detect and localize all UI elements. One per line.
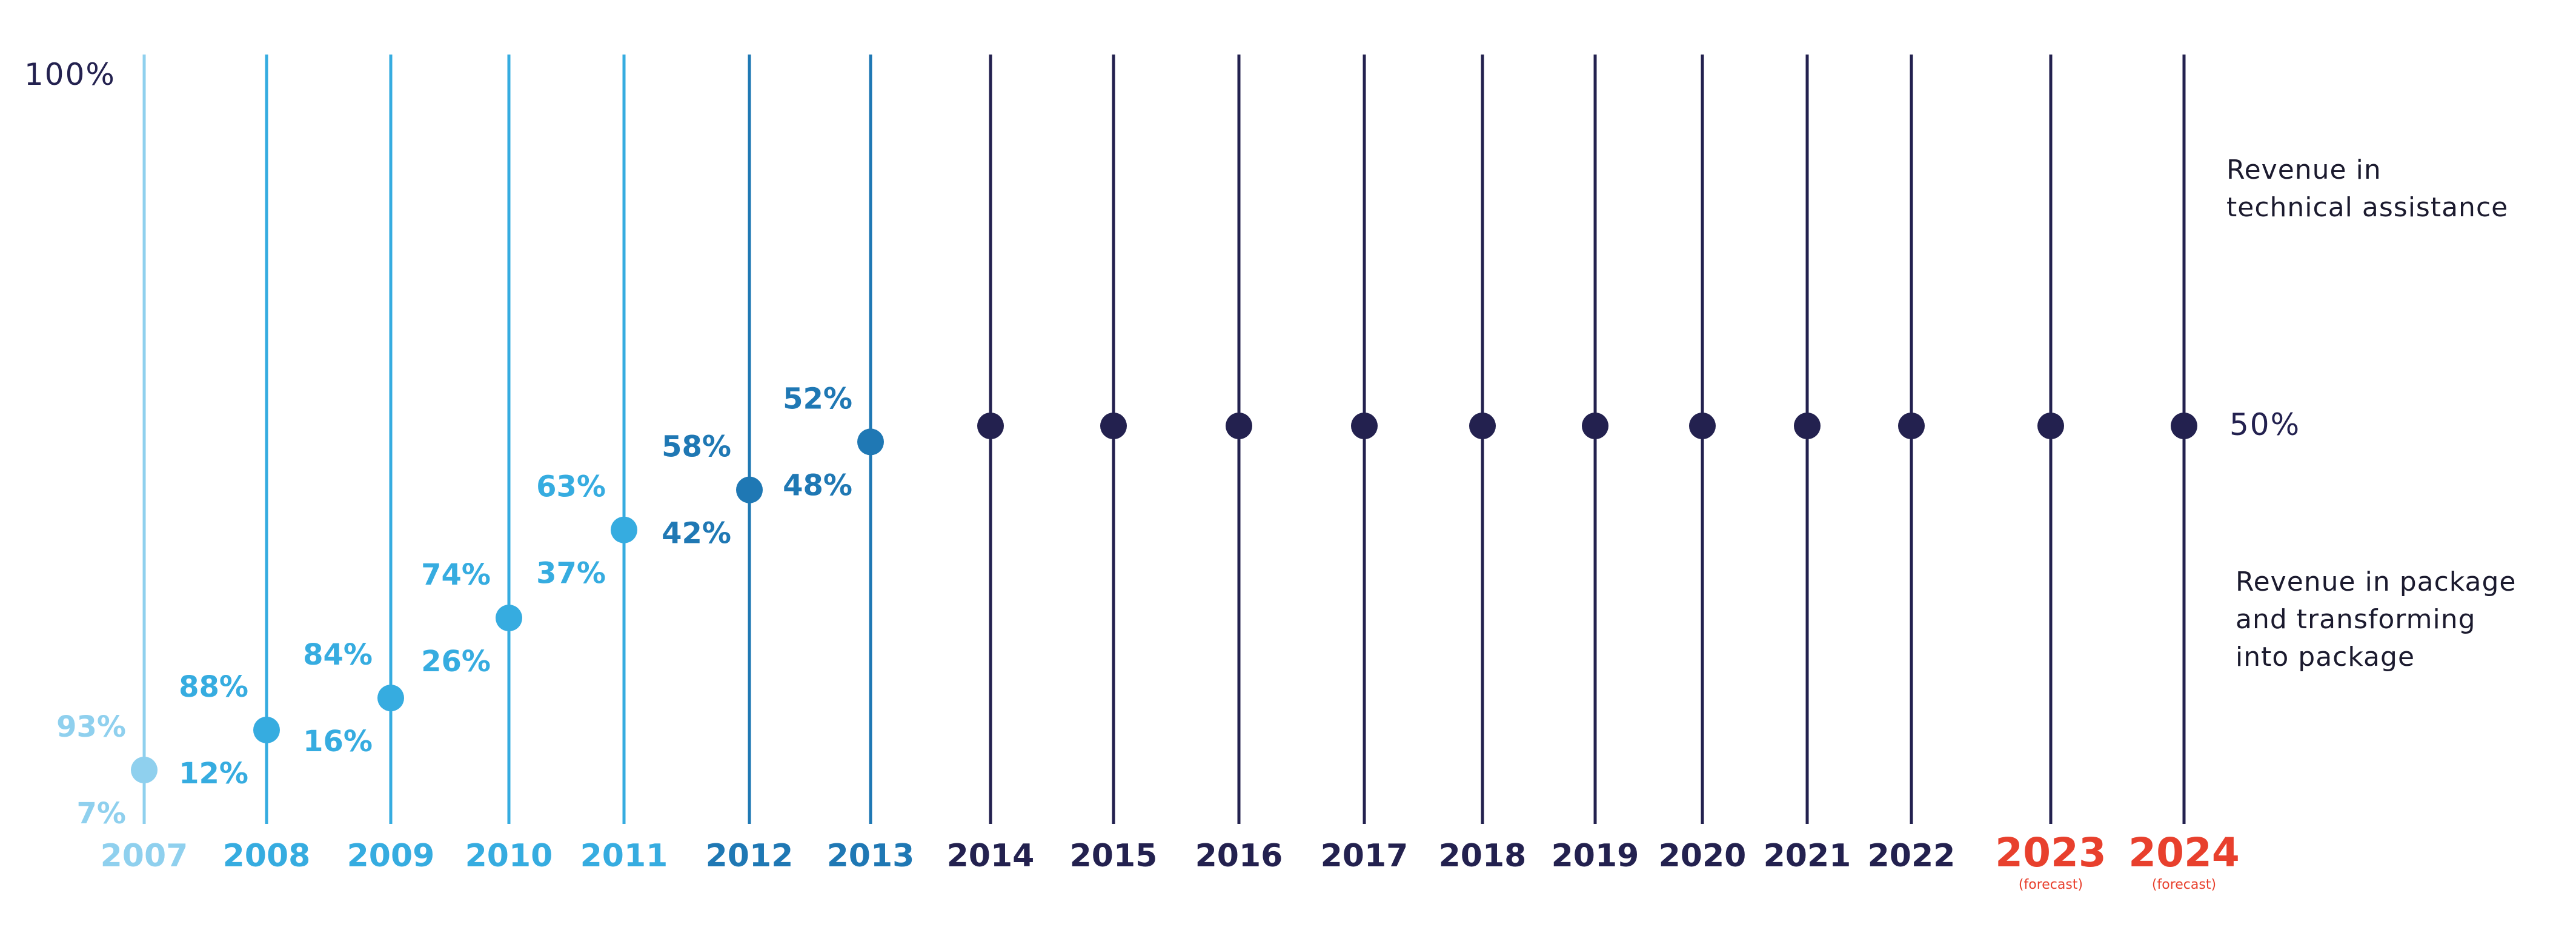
- year-label-2017: 2017: [1321, 838, 1409, 874]
- value-label-technical-2011: 63%: [536, 470, 606, 504]
- year-label-2009: 2009: [347, 838, 435, 874]
- year-label-2023: 2023: [1995, 829, 2106, 876]
- dot-2020: [1689, 413, 1716, 439]
- year-label-2020: 2020: [1659, 838, 1747, 874]
- dot-2009: [377, 685, 404, 712]
- forecast-note-2023: (forecast): [2019, 877, 2083, 892]
- year-label-2018: 2018: [1439, 838, 1527, 874]
- value-label-technical-2008: 88%: [179, 670, 248, 704]
- dot-2016: [1226, 413, 1252, 439]
- legend-technical-assistance: Revenue in technical assistance: [2226, 154, 2509, 223]
- dot-2023: [2037, 413, 2064, 439]
- equal-share-label: 50%: [2229, 407, 2300, 442]
- value-label-technical-2013: 52%: [783, 382, 852, 416]
- value-label-package-2009: 16%: [303, 725, 373, 758]
- dot-2017: [1351, 413, 1378, 439]
- dot-2021: [1794, 413, 1821, 439]
- dot-2011: [611, 516, 637, 543]
- value-label-technical-2009: 84%: [303, 638, 373, 672]
- legend-package: Revenue in package and transforming into…: [2236, 566, 2517, 672]
- top-label: 100%: [24, 57, 116, 92]
- dot-2018: [1469, 413, 1496, 439]
- value-label-package-2013: 48%: [783, 468, 852, 502]
- year-label-2014: 2014: [947, 838, 1035, 874]
- year-label-2021: 2021: [1764, 838, 1851, 874]
- dot-2015: [1100, 413, 1127, 439]
- year-label-2013: 2013: [827, 838, 915, 874]
- year-label-2016: 2016: [1195, 838, 1283, 874]
- value-label-package-2008: 12%: [179, 757, 248, 791]
- dot-2012: [736, 476, 763, 503]
- year-label-2015: 2015: [1070, 838, 1158, 874]
- dot-2010: [496, 605, 522, 632]
- value-label-technical-2012: 58%: [662, 430, 731, 464]
- value-label-package-2007: 7%: [77, 797, 127, 831]
- year-label-2022: 2022: [1868, 838, 1956, 874]
- value-label-package-2012: 42%: [662, 517, 731, 551]
- year-label-2008: 2008: [223, 838, 311, 874]
- year-label-2019: 2019: [1552, 838, 1639, 874]
- year-label-2010: 2010: [465, 838, 553, 874]
- dot-2008: [253, 716, 280, 743]
- year-label-2024: 2024: [2128, 829, 2240, 876]
- value-label-package-2011: 37%: [536, 557, 606, 591]
- dot-2013: [857, 428, 884, 456]
- year-label-2012: 2012: [706, 838, 794, 874]
- value-label-technical-2010: 74%: [421, 558, 491, 592]
- dot-2007: [131, 757, 158, 783]
- value-label-technical-2007: 93%: [56, 710, 126, 744]
- forecast-note-2024: (forecast): [2152, 877, 2216, 892]
- year-label-2011: 2011: [580, 838, 668, 874]
- dot-2014: [977, 413, 1004, 439]
- year-label-2007: 2007: [101, 838, 188, 874]
- dot-2019: [1582, 413, 1608, 439]
- value-label-package-2010: 26%: [421, 645, 491, 679]
- dot-2024: [2171, 413, 2197, 439]
- dot-2022: [1898, 413, 1925, 439]
